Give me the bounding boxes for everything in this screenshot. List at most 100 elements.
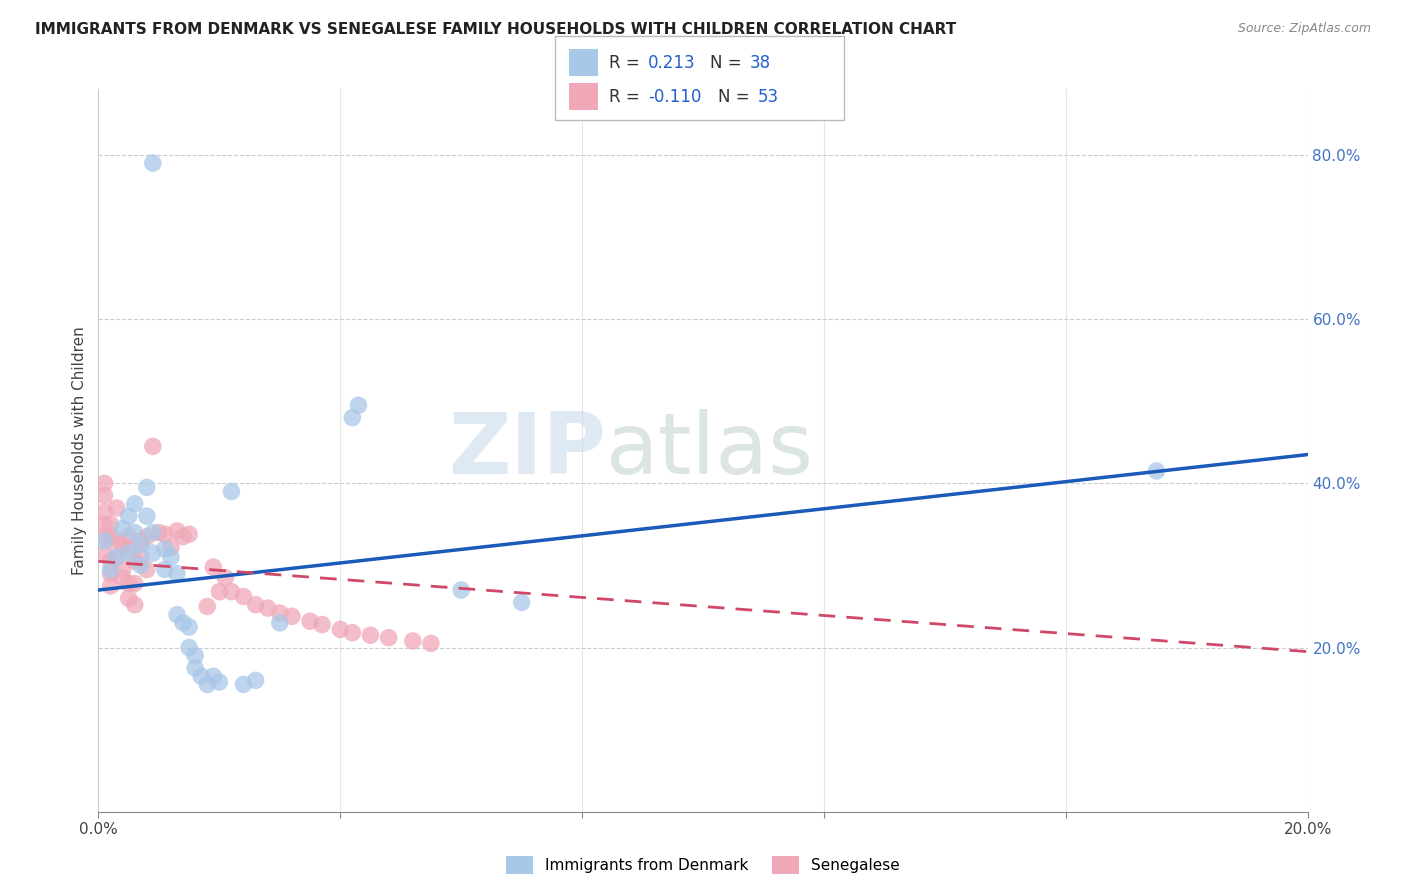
Point [135, 530, 157, 544]
Point [93, 489, 115, 503]
Text: Source: ZipAtlas.com: Source: ZipAtlas.com [1237, 22, 1371, 36]
Point [93, 505, 115, 519]
Text: R =: R = [609, 87, 645, 105]
Text: N =: N = [718, 87, 755, 105]
Point [179, 620, 201, 634]
Point [179, 640, 201, 655]
Point [118, 541, 141, 556]
Point [118, 509, 141, 524]
Text: R =: R = [609, 54, 645, 71]
Point [269, 606, 291, 620]
Point [510, 595, 533, 609]
Point [166, 607, 188, 622]
Point [135, 562, 157, 576]
Point [179, 527, 201, 541]
Point [360, 628, 382, 642]
Point [208, 675, 231, 690]
Point [118, 530, 141, 544]
Text: atlas: atlas [606, 409, 814, 492]
Point [105, 550, 128, 565]
Point [142, 156, 165, 170]
Point [118, 591, 141, 606]
Point [160, 550, 183, 565]
Point [377, 631, 399, 645]
Point [118, 546, 141, 560]
Point [111, 571, 134, 585]
Point [329, 623, 352, 637]
Point [299, 614, 322, 628]
Point [124, 598, 146, 612]
Point [124, 525, 146, 540]
Point [1144, 464, 1167, 478]
Point [118, 576, 141, 591]
Point [245, 598, 267, 612]
Point [93, 476, 115, 491]
Point [148, 525, 170, 540]
Point [202, 560, 225, 574]
Text: IMMIGRANTS FROM DENMARK VS SENEGALESE FAMILY HOUSEHOLDS WITH CHILDREN CORRELATIO: IMMIGRANTS FROM DENMARK VS SENEGALESE FA… [35, 22, 956, 37]
Point [153, 527, 176, 541]
Point [311, 617, 333, 632]
Point [202, 669, 225, 683]
Point [100, 562, 122, 576]
Point [142, 546, 165, 560]
Point [135, 480, 157, 494]
Point [269, 615, 291, 630]
Point [124, 497, 146, 511]
Point [111, 562, 134, 576]
Point [184, 648, 207, 663]
Point [166, 566, 188, 581]
Text: N =: N = [710, 54, 747, 71]
Point [402, 634, 425, 648]
Legend: Immigrants from Denmark, Senegalese: Immigrants from Denmark, Senegalese [499, 850, 907, 880]
Point [111, 538, 134, 552]
Point [172, 530, 194, 544]
Point [105, 533, 128, 548]
Point [100, 579, 122, 593]
Point [195, 677, 218, 691]
Point [129, 558, 152, 573]
Point [450, 582, 472, 597]
Point [184, 661, 207, 675]
Point [100, 554, 122, 568]
Point [105, 550, 128, 565]
Text: 38: 38 [749, 54, 770, 71]
Point [142, 439, 165, 453]
Point [135, 509, 157, 524]
Point [153, 541, 176, 556]
Point [420, 636, 443, 650]
Point [281, 609, 304, 624]
Point [100, 566, 122, 581]
Point [153, 562, 176, 576]
Point [93, 530, 115, 544]
Point [256, 601, 278, 615]
Point [208, 584, 231, 599]
Point [190, 669, 212, 683]
Point [142, 525, 165, 540]
Point [221, 584, 243, 599]
Point [214, 571, 236, 585]
Point [93, 533, 115, 548]
Text: 53: 53 [758, 87, 779, 105]
Point [93, 517, 115, 532]
Point [172, 615, 194, 630]
Text: -0.110: -0.110 [648, 87, 702, 105]
Point [166, 524, 188, 538]
Y-axis label: Family Households with Children: Family Households with Children [72, 326, 87, 574]
Text: 0.213: 0.213 [648, 54, 696, 71]
Point [195, 599, 218, 614]
Point [342, 625, 364, 640]
Point [129, 550, 152, 565]
Point [129, 538, 152, 552]
Point [93, 546, 115, 560]
Point [342, 410, 364, 425]
Point [129, 533, 152, 548]
Point [347, 398, 370, 412]
Text: ZIP: ZIP [449, 409, 606, 492]
Point [245, 673, 267, 688]
Point [124, 576, 146, 591]
Point [232, 590, 254, 604]
Point [221, 484, 243, 499]
Point [100, 530, 122, 544]
Point [160, 541, 183, 555]
